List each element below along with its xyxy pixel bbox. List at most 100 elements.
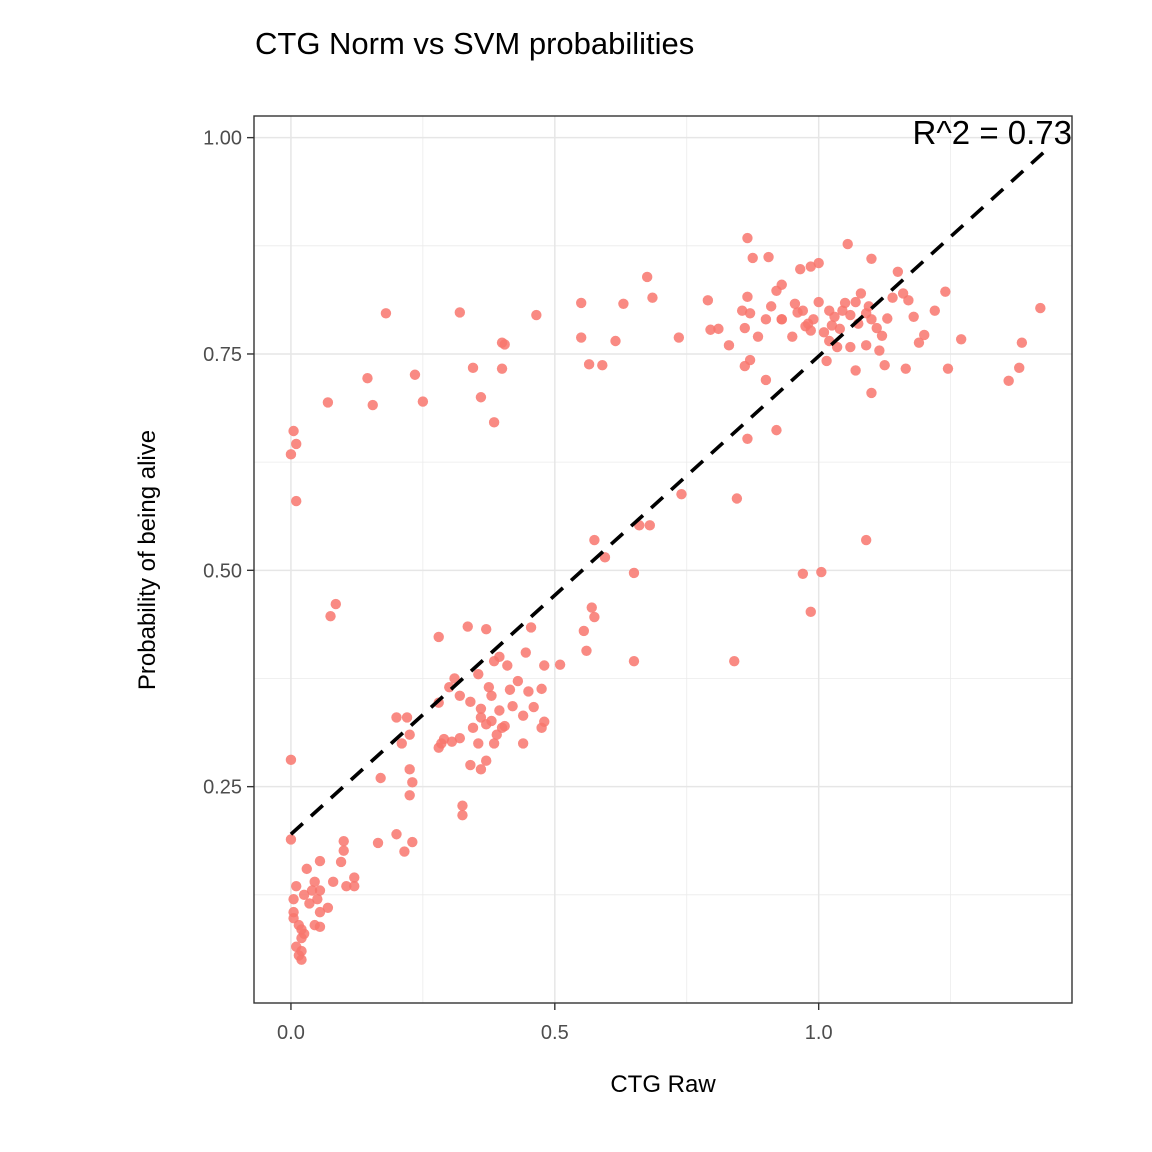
data-point bbox=[795, 263, 806, 275]
data-point bbox=[797, 305, 809, 316]
data-point bbox=[306, 885, 318, 896]
x-axis-title: CTG Raw bbox=[610, 1071, 716, 1098]
data-point bbox=[409, 369, 421, 380]
data-point bbox=[829, 311, 840, 322]
y-tick-label: 1.00 bbox=[203, 128, 242, 150]
data-point bbox=[288, 893, 299, 905]
data-point bbox=[731, 493, 743, 504]
data-point bbox=[512, 675, 524, 687]
data-point bbox=[291, 495, 302, 507]
data-point bbox=[842, 238, 853, 250]
data-point bbox=[449, 673, 460, 684]
data-point bbox=[586, 602, 597, 613]
data-point bbox=[539, 660, 550, 671]
data-point bbox=[610, 335, 621, 347]
data-point bbox=[597, 360, 608, 371]
data-point bbox=[813, 257, 824, 269]
data-point bbox=[296, 954, 307, 965]
data-point bbox=[940, 286, 951, 297]
data-point bbox=[404, 764, 415, 775]
data-point bbox=[285, 449, 297, 460]
data-point bbox=[771, 285, 782, 297]
data-point bbox=[467, 362, 479, 374]
data-points bbox=[285, 232, 1046, 965]
data-point bbox=[628, 567, 640, 579]
data-point bbox=[866, 253, 877, 264]
data-point bbox=[863, 301, 875, 312]
data-point bbox=[349, 880, 360, 892]
data-point bbox=[473, 668, 484, 680]
data-point bbox=[913, 337, 925, 348]
data-point bbox=[554, 659, 566, 670]
data-point bbox=[407, 836, 418, 848]
data-point bbox=[641, 271, 653, 283]
data-point bbox=[517, 710, 529, 721]
data-point bbox=[473, 738, 484, 749]
data-point bbox=[367, 399, 378, 411]
data-point bbox=[475, 703, 487, 714]
data-point bbox=[499, 339, 510, 350]
data-point bbox=[330, 598, 341, 610]
data-point bbox=[742, 232, 753, 244]
data-point bbox=[739, 360, 750, 372]
data-point bbox=[837, 305, 848, 316]
data-point bbox=[494, 651, 505, 663]
data-point bbox=[713, 323, 724, 335]
data-point bbox=[314, 855, 326, 867]
data-point bbox=[831, 341, 843, 353]
data-point bbox=[525, 622, 537, 633]
data-point bbox=[322, 397, 334, 408]
data-point bbox=[296, 932, 307, 944]
data-point bbox=[760, 314, 772, 325]
data-point bbox=[491, 729, 502, 740]
data-point bbox=[507, 700, 518, 712]
data-point bbox=[736, 305, 748, 316]
data-point bbox=[644, 520, 656, 531]
data-point bbox=[874, 345, 885, 356]
chart-title: CTG Norm vs SVM probabilities bbox=[255, 26, 694, 61]
data-point bbox=[860, 340, 872, 351]
data-point bbox=[462, 621, 473, 632]
data-point bbox=[876, 330, 888, 342]
data-point bbox=[488, 738, 500, 749]
data-point bbox=[583, 359, 595, 370]
data-point bbox=[457, 810, 468, 821]
data-point bbox=[742, 433, 753, 444]
data-point bbox=[454, 307, 466, 318]
y-tick-label: 0.75 bbox=[203, 344, 242, 366]
data-point bbox=[391, 829, 402, 840]
fit-line bbox=[289, 149, 1047, 836]
data-point bbox=[531, 309, 542, 321]
data-point bbox=[523, 686, 534, 697]
data-point bbox=[860, 534, 872, 546]
data-point bbox=[1035, 302, 1046, 314]
data-point bbox=[338, 835, 349, 847]
data-point bbox=[599, 552, 611, 563]
data-point bbox=[589, 534, 600, 546]
data-point bbox=[517, 738, 529, 749]
data-point bbox=[866, 314, 877, 325]
data-point bbox=[291, 438, 302, 450]
data-point bbox=[821, 355, 832, 367]
data-point bbox=[314, 921, 326, 933]
data-point bbox=[417, 396, 429, 407]
data-point bbox=[375, 772, 386, 784]
data-point bbox=[391, 712, 402, 723]
data-point bbox=[647, 292, 658, 303]
data-point bbox=[341, 880, 352, 892]
data-point bbox=[465, 759, 476, 771]
data-point bbox=[499, 720, 510, 732]
data-point bbox=[747, 252, 758, 264]
data-point bbox=[454, 690, 466, 701]
data-point bbox=[502, 660, 513, 671]
data-point bbox=[845, 341, 856, 353]
data-point bbox=[705, 324, 716, 335]
y-tick-label: 0.50 bbox=[203, 560, 242, 582]
data-point bbox=[816, 566, 827, 578]
data-point bbox=[581, 645, 592, 656]
data-point bbox=[900, 363, 911, 374]
data-point bbox=[380, 308, 392, 319]
y-axis-title: Probability of being alive bbox=[134, 430, 161, 690]
data-point bbox=[539, 716, 550, 727]
